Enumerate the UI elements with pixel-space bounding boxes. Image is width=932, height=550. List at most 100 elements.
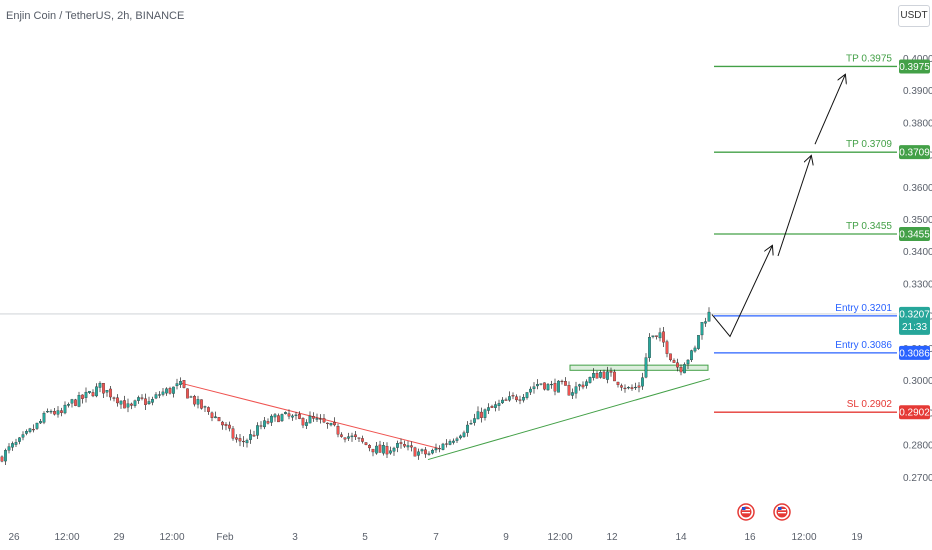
candle-body	[266, 421, 270, 424]
candles	[0, 307, 711, 465]
candle-body	[11, 443, 14, 448]
candle-body	[63, 404, 67, 414]
candle-body	[49, 411, 53, 413]
candle-body	[539, 383, 543, 385]
level-label: SL 0.2902	[847, 399, 893, 410]
candle-body	[623, 387, 627, 390]
rising-trendline	[427, 378, 711, 461]
flag-icon-stripe	[778, 509, 786, 511]
candle-body	[298, 414, 301, 419]
candle-body	[581, 384, 585, 388]
price-tick-label: 0.2700	[903, 473, 932, 484]
flag-icon-stripe	[742, 512, 750, 514]
candle-body	[84, 391, 88, 398]
candle-body	[151, 399, 154, 403]
price-tick-label: 0.3400	[903, 247, 932, 258]
currency-button[interactable]: USDT	[898, 5, 930, 27]
candle-body	[200, 399, 203, 409]
time-axis[interactable]: 26 12:00 29 12:00 Feb 3 5 7 9 12:00 12 14 16 12:00 19	[8, 532, 863, 543]
price-axis[interactable]: 0.40000.39000.38000.37000.36000.35000.34…	[903, 54, 932, 484]
candle-body	[511, 395, 515, 397]
candle-body	[494, 404, 497, 408]
candle-body	[420, 449, 424, 452]
candle-body	[301, 418, 305, 426]
candle-body	[644, 357, 648, 378]
candle-body	[634, 386, 637, 389]
price-tags: 0.39750.37090.34550.32010.30860.29020.32…	[899, 59, 930, 420]
time-tick-label: 9	[503, 532, 509, 543]
level-price-tag-label: 0.3709	[899, 148, 930, 159]
time-tick-label: 12:00	[159, 532, 184, 543]
falling-trendline	[180, 382, 439, 449]
level-price-tag	[899, 405, 930, 420]
candle-body	[70, 399, 74, 404]
candle-body	[501, 399, 504, 404]
candle-body	[525, 392, 529, 398]
candle-body	[529, 388, 532, 393]
candle-body	[186, 388, 189, 399]
candle-body	[112, 397, 116, 399]
candle-body	[616, 381, 620, 385]
candle-body	[385, 445, 389, 455]
candle-body	[571, 392, 574, 396]
level-price-tag	[899, 227, 930, 242]
candle-body	[630, 387, 634, 389]
candle-body	[473, 418, 476, 423]
candle-body	[35, 422, 39, 429]
candle-body	[700, 322, 704, 336]
candle-body	[578, 384, 581, 387]
candle-body	[242, 440, 245, 443]
candle-body	[28, 428, 32, 432]
flag-icon	[773, 503, 791, 521]
candle-body	[648, 336, 651, 358]
candle-body	[154, 394, 158, 399]
candle-body	[137, 397, 140, 401]
candle-body	[102, 382, 105, 394]
candle-body	[424, 449, 427, 455]
candle-body	[77, 395, 81, 407]
candle-body	[312, 416, 315, 419]
candle-body	[56, 410, 60, 415]
candle-body	[245, 440, 249, 444]
candle-body	[21, 434, 25, 438]
candle-body	[357, 437, 361, 439]
candle-body	[599, 372, 602, 378]
time-tick-label: 12:00	[791, 532, 816, 543]
projection-arrow	[711, 246, 772, 338]
candle-body	[452, 440, 455, 443]
time-tick-label: 7	[433, 532, 439, 543]
candle-body	[196, 399, 200, 405]
candle-body	[557, 380, 560, 393]
candle-body	[224, 424, 228, 426]
candle-body	[375, 445, 378, 454]
candle-body	[672, 360, 676, 363]
candle-body	[588, 377, 592, 383]
candle-body	[413, 447, 417, 457]
candle-body	[165, 388, 168, 394]
candle-body	[221, 421, 224, 426]
candle-body	[371, 448, 375, 453]
flag-icon-canton	[742, 507, 746, 510]
candle-body	[105, 390, 109, 393]
candle-body	[130, 403, 133, 406]
drawings	[180, 75, 845, 521]
candle-body	[123, 400, 126, 409]
candle-body	[140, 397, 144, 399]
candle-body	[116, 397, 119, 404]
candle-body	[91, 392, 95, 397]
candle-body	[399, 442, 403, 444]
candle-body	[7, 446, 11, 451]
price-tick-label: 0.3300	[903, 279, 932, 290]
level-price-tag	[899, 345, 930, 360]
time-tick-label: 12:00	[54, 532, 79, 543]
candle-body	[364, 442, 368, 445]
candle-body	[504, 399, 508, 401]
candle-body	[259, 425, 263, 427]
candle-body	[543, 382, 546, 390]
candle-body	[620, 385, 623, 388]
candle-body	[585, 381, 588, 386]
candle-body	[459, 435, 462, 439]
candle-body	[119, 400, 123, 405]
candle-body	[455, 438, 459, 441]
